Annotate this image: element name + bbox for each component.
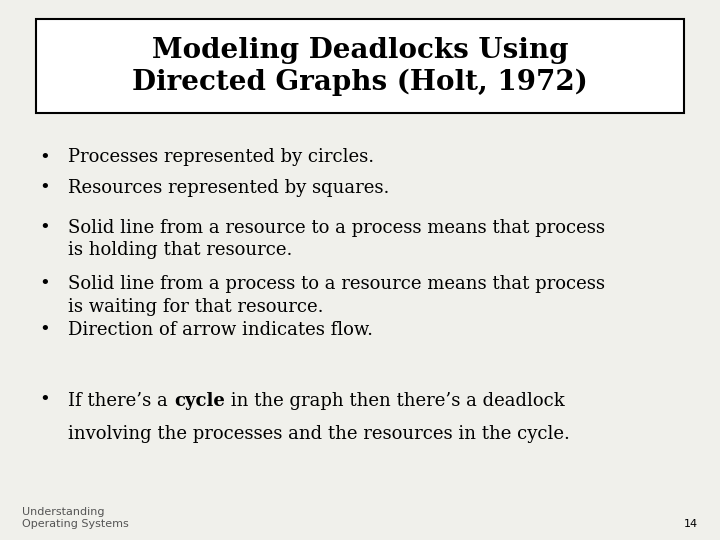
Text: 14: 14 — [684, 519, 698, 529]
Text: •: • — [40, 219, 50, 237]
Text: Modeling Deadlocks Using
Directed Graphs (Holt, 1972): Modeling Deadlocks Using Directed Graphs… — [132, 37, 588, 96]
Text: •: • — [40, 179, 50, 197]
Text: •: • — [40, 392, 50, 409]
Text: Understanding
Operating Systems: Understanding Operating Systems — [22, 507, 128, 529]
Text: Direction of arrow indicates flow.: Direction of arrow indicates flow. — [68, 321, 374, 339]
Text: in the graph then there’s a deadlock: in the graph then there’s a deadlock — [225, 392, 564, 409]
Text: Processes represented by circles.: Processes represented by circles. — [68, 148, 374, 166]
Text: •: • — [40, 148, 50, 166]
Text: •: • — [40, 321, 50, 339]
Text: cycle: cycle — [174, 392, 225, 409]
FancyBboxPatch shape — [36, 19, 684, 113]
Text: involving the processes and the resources in the cycle.: involving the processes and the resource… — [68, 425, 570, 443]
Text: Solid line from a resource to a process means that process
is holding that resou: Solid line from a resource to a process … — [68, 219, 606, 259]
Text: If there’s a: If there’s a — [68, 392, 174, 409]
Text: •: • — [40, 275, 50, 293]
Text: Resources represented by squares.: Resources represented by squares. — [68, 179, 390, 197]
Text: Solid line from a process to a resource means that process
is waiting for that r: Solid line from a process to a resource … — [68, 275, 606, 315]
